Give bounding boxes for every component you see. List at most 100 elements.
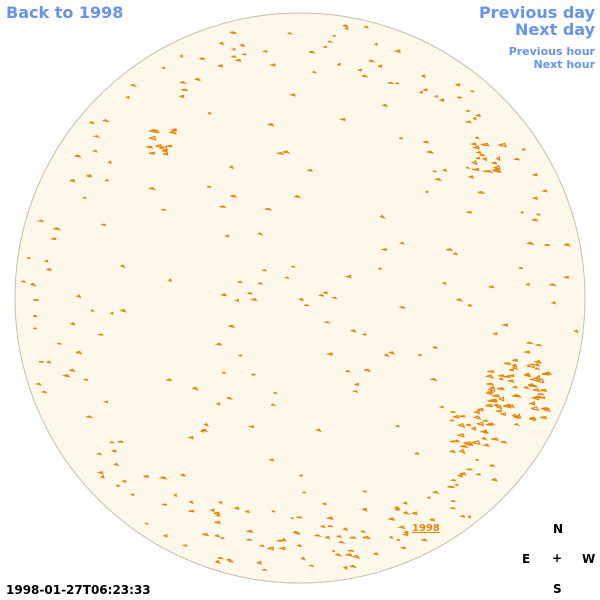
feature-outline bbox=[51, 237, 57, 241]
feature-outline bbox=[280, 537, 287, 542]
previous-hour-link[interactable]: Previous hour bbox=[508, 45, 595, 58]
feature-outline bbox=[293, 194, 302, 199]
feature-outline bbox=[226, 558, 232, 562]
feature-outline bbox=[487, 370, 495, 373]
feature-outline bbox=[68, 368, 76, 373]
feature-outline bbox=[214, 559, 221, 565]
feature-outline bbox=[214, 513, 221, 517]
feature-outline bbox=[492, 394, 501, 398]
feature-outline bbox=[265, 207, 273, 211]
feature-outline bbox=[528, 416, 536, 422]
feature-outline bbox=[332, 550, 336, 553]
feature-outline bbox=[33, 298, 39, 302]
feature-outline bbox=[528, 401, 536, 406]
feature-outline bbox=[397, 525, 406, 530]
feature-outline bbox=[43, 259, 49, 263]
feature-outline bbox=[378, 267, 383, 270]
next-day-link[interactable]: Next day bbox=[515, 20, 595, 39]
feature-outline bbox=[450, 410, 456, 414]
feature-outline bbox=[304, 304, 310, 307]
feature-outline bbox=[474, 136, 480, 140]
feature-outline bbox=[427, 496, 431, 499]
feature-outline bbox=[148, 151, 155, 155]
back-to-year-link[interactable]: Back to 1998 bbox=[6, 3, 124, 22]
feature-outline bbox=[323, 45, 328, 49]
feature-outline bbox=[342, 527, 349, 532]
feature-outline bbox=[394, 506, 402, 510]
feature-outline bbox=[476, 473, 481, 476]
feature-outline bbox=[324, 321, 331, 324]
feature-outline bbox=[377, 64, 383, 68]
feature-outline bbox=[88, 120, 95, 125]
feature-outline bbox=[483, 170, 494, 173]
feature-outline bbox=[491, 477, 498, 482]
feature-outline bbox=[573, 329, 579, 334]
next-hour-link[interactable]: Next hour bbox=[533, 58, 596, 71]
feature-outline bbox=[171, 128, 178, 132]
feature-outline bbox=[380, 247, 387, 252]
feature-outline bbox=[429, 377, 438, 382]
feature-outline bbox=[167, 278, 172, 283]
feature-outline bbox=[251, 373, 256, 376]
feature-outline bbox=[481, 443, 490, 448]
feature-outline bbox=[525, 282, 530, 287]
feature-outline bbox=[259, 544, 265, 548]
feature-outline bbox=[220, 537, 225, 540]
feature-outline bbox=[455, 298, 464, 302]
feature-outline bbox=[361, 74, 369, 78]
feature-outline bbox=[465, 109, 471, 113]
feature-outline bbox=[500, 440, 509, 444]
feature-outline bbox=[57, 342, 62, 345]
feature-outline bbox=[456, 473, 464, 478]
feature-outline bbox=[325, 516, 334, 521]
feature-outline bbox=[449, 419, 455, 422]
feature-outline bbox=[342, 24, 350, 28]
feature-outline bbox=[451, 414, 460, 419]
feature-outline bbox=[472, 410, 480, 415]
feature-outline bbox=[81, 196, 87, 200]
feature-outline bbox=[520, 147, 526, 151]
feature-outline bbox=[214, 534, 221, 538]
feature-outline bbox=[296, 543, 303, 548]
feature-outline bbox=[495, 409, 502, 413]
feature-outline bbox=[540, 416, 548, 420]
feature-outline bbox=[74, 154, 82, 158]
feature-outline bbox=[300, 556, 306, 561]
feature-outline bbox=[162, 152, 169, 156]
feature-outline bbox=[395, 508, 400, 511]
feature-outline bbox=[396, 538, 401, 541]
feature-outline bbox=[351, 554, 361, 559]
feature-outline bbox=[324, 535, 331, 540]
feature-outline bbox=[217, 500, 223, 505]
feature-outline bbox=[246, 529, 254, 534]
feature-outline bbox=[402, 510, 410, 515]
feature-outline bbox=[489, 464, 496, 468]
feature-outline bbox=[511, 385, 519, 389]
feature-outline bbox=[513, 415, 520, 420]
previous-day-link[interactable]: Previous day bbox=[478, 3, 595, 22]
feature-outline bbox=[550, 301, 557, 305]
feature-outline bbox=[98, 333, 104, 336]
feature-outline bbox=[423, 88, 428, 92]
feature-outline bbox=[129, 493, 135, 497]
feature-outline bbox=[459, 514, 466, 518]
feature-outline bbox=[173, 493, 177, 498]
feature-outline bbox=[477, 190, 486, 195]
feature-outline bbox=[238, 354, 242, 357]
feature-outline bbox=[158, 145, 169, 151]
feature-outline bbox=[327, 525, 334, 528]
feature-outline bbox=[393, 49, 401, 54]
feature-outline bbox=[308, 50, 316, 54]
feature-outline bbox=[221, 293, 228, 297]
feature-outline bbox=[495, 155, 501, 162]
feature-outline bbox=[470, 90, 475, 93]
feature-outline bbox=[518, 266, 524, 270]
feature-outline bbox=[278, 546, 286, 551]
feature-outline bbox=[194, 77, 201, 82]
feature-outline bbox=[266, 546, 275, 551]
feature-outline bbox=[448, 449, 457, 454]
solar-disk bbox=[14, 12, 586, 584]
region-label-link[interactable]: 1998 bbox=[412, 523, 440, 534]
feature-outline bbox=[513, 157, 521, 161]
feature-outline bbox=[37, 219, 45, 223]
